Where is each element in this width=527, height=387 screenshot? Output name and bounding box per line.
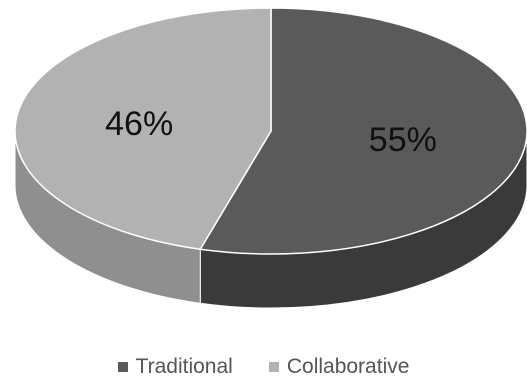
legend-swatch-traditional [117, 362, 128, 372]
data-label-traditional: 55% [369, 121, 437, 159]
legend-label-collaborative: Collaborative [286, 355, 410, 378]
pie-chart-svg: 55% 46% [14, 7, 527, 309]
legend-label-traditional: Traditional [135, 355, 233, 378]
legend-entry-collaborative: Collaborative [268, 355, 410, 379]
legend: Traditional Collaborative [0, 355, 527, 379]
pie-slice-traditional [199, 7, 527, 255]
pie-tops [14, 7, 527, 255]
pie-labels: 55% 46% [105, 105, 437, 159]
legend-entry-traditional: Traditional [117, 355, 233, 379]
legend-swatch-collaborative [268, 362, 279, 372]
pie-slice-collaborative [14, 7, 272, 251]
data-label-collaborative: 46% [105, 105, 173, 143]
